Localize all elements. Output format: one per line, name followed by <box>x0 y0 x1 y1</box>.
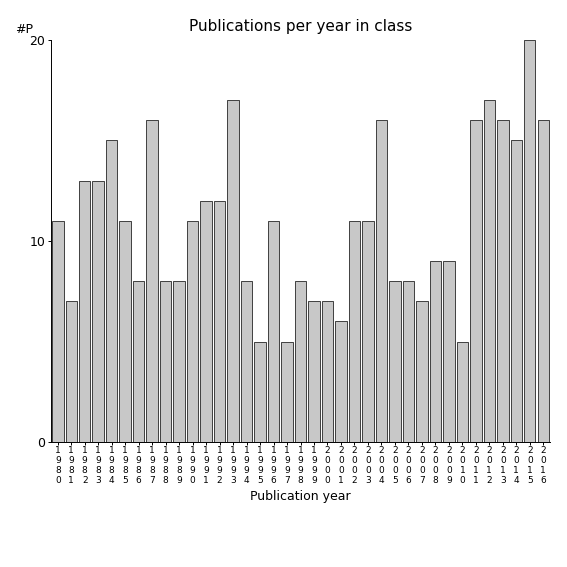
Bar <box>187 221 198 442</box>
Bar <box>321 302 333 442</box>
Bar <box>376 120 387 442</box>
Bar <box>538 120 549 442</box>
Bar <box>241 281 252 442</box>
Bar <box>443 261 455 442</box>
Bar <box>484 100 495 442</box>
Bar <box>403 281 414 442</box>
Y-axis label: #P: #P <box>15 23 32 36</box>
Bar <box>160 281 171 442</box>
Bar <box>52 221 64 442</box>
Bar <box>456 341 468 442</box>
Bar <box>416 302 428 442</box>
Bar <box>295 281 306 442</box>
Bar <box>308 302 320 442</box>
Bar <box>255 341 266 442</box>
Bar <box>200 201 212 442</box>
Bar <box>362 221 374 442</box>
Bar <box>146 120 158 442</box>
Bar <box>227 100 239 442</box>
Bar <box>92 180 104 442</box>
Bar <box>430 261 441 442</box>
Bar <box>281 341 293 442</box>
Bar <box>349 221 360 442</box>
Bar <box>268 221 280 442</box>
X-axis label: Publication year: Publication year <box>250 490 351 503</box>
Bar <box>120 221 131 442</box>
Bar <box>214 201 225 442</box>
Bar <box>510 141 522 442</box>
Bar <box>470 120 481 442</box>
Bar <box>389 281 401 442</box>
Bar <box>524 40 535 442</box>
Bar <box>106 141 117 442</box>
Bar <box>133 281 145 442</box>
Title: Publications per year in class: Publications per year in class <box>189 19 412 35</box>
Bar <box>174 281 185 442</box>
Bar <box>497 120 509 442</box>
Bar <box>335 321 346 442</box>
Bar <box>79 180 91 442</box>
Bar <box>66 302 77 442</box>
